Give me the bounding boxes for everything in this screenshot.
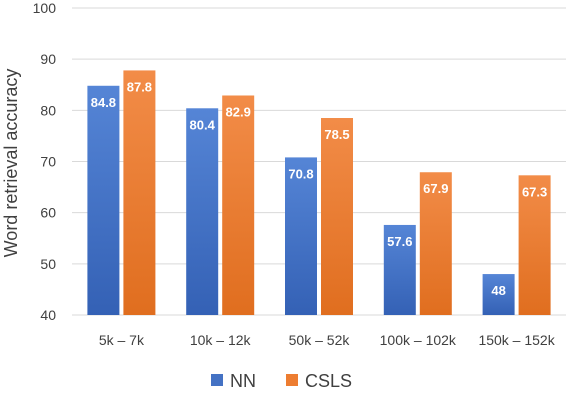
data-label: 80.4: [190, 117, 216, 132]
y-tick-label: 100: [33, 0, 57, 16]
data-label: 82.9: [226, 104, 251, 119]
y-tick-label: 60: [40, 205, 56, 221]
y-tick-label: 90: [40, 51, 56, 67]
legend: NN CSLS: [211, 371, 352, 391]
legend-swatch-nn: [211, 374, 223, 386]
bar-csls: [123, 70, 156, 315]
y-axis-tick-labels: 40 50 60 70 80 90 100: [33, 0, 57, 323]
x-category-label: 5k – 7k: [99, 332, 145, 348]
bar-nn: [186, 108, 219, 315]
x-axis-category-labels: 5k – 7k 10k – 12k 50k – 52k 100k – 102k 150k…: [99, 332, 556, 348]
x-category-label: 10k – 12k: [190, 332, 252, 348]
bar-csls: [222, 95, 255, 316]
bars: 84.8 87.8 80.4 82.9 70.8 78.5 57.6 67.9 48 67.3: [87, 70, 551, 316]
bar-csls: [419, 172, 452, 315]
bar-csls: [321, 118, 353, 315]
data-label: 70.8: [288, 166, 313, 181]
data-label: 84.8: [91, 95, 116, 110]
y-tick-label: 80: [40, 102, 56, 118]
data-label: 87.8: [127, 79, 152, 94]
y-axis-title: Word retrieval accuracy: [1, 69, 21, 258]
bar-nn: [87, 85, 120, 315]
legend-label-nn: NN: [230, 371, 256, 391]
data-label: 67.9: [423, 181, 448, 196]
x-category-label: 150k – 152k: [478, 332, 555, 348]
y-tick-label: 70: [40, 154, 56, 170]
bar-nn: [285, 157, 317, 315]
x-category-label: 50k – 52k: [289, 332, 351, 348]
data-label: 48: [491, 283, 505, 298]
x-category-label: 100k – 102k: [380, 332, 457, 348]
bar-nn: [383, 224, 416, 315]
bar-nn: [482, 274, 515, 315]
data-label: 67.3: [522, 184, 547, 199]
y-tick-label: 50: [40, 256, 56, 272]
y-tick-label: 40: [40, 307, 56, 323]
data-label: 57.6: [387, 234, 412, 249]
legend-label-csls: CSLS: [305, 371, 352, 391]
data-label: 78.5: [324, 127, 349, 142]
legend-swatch-csls: [286, 374, 298, 386]
bar-csls: [518, 175, 551, 315]
